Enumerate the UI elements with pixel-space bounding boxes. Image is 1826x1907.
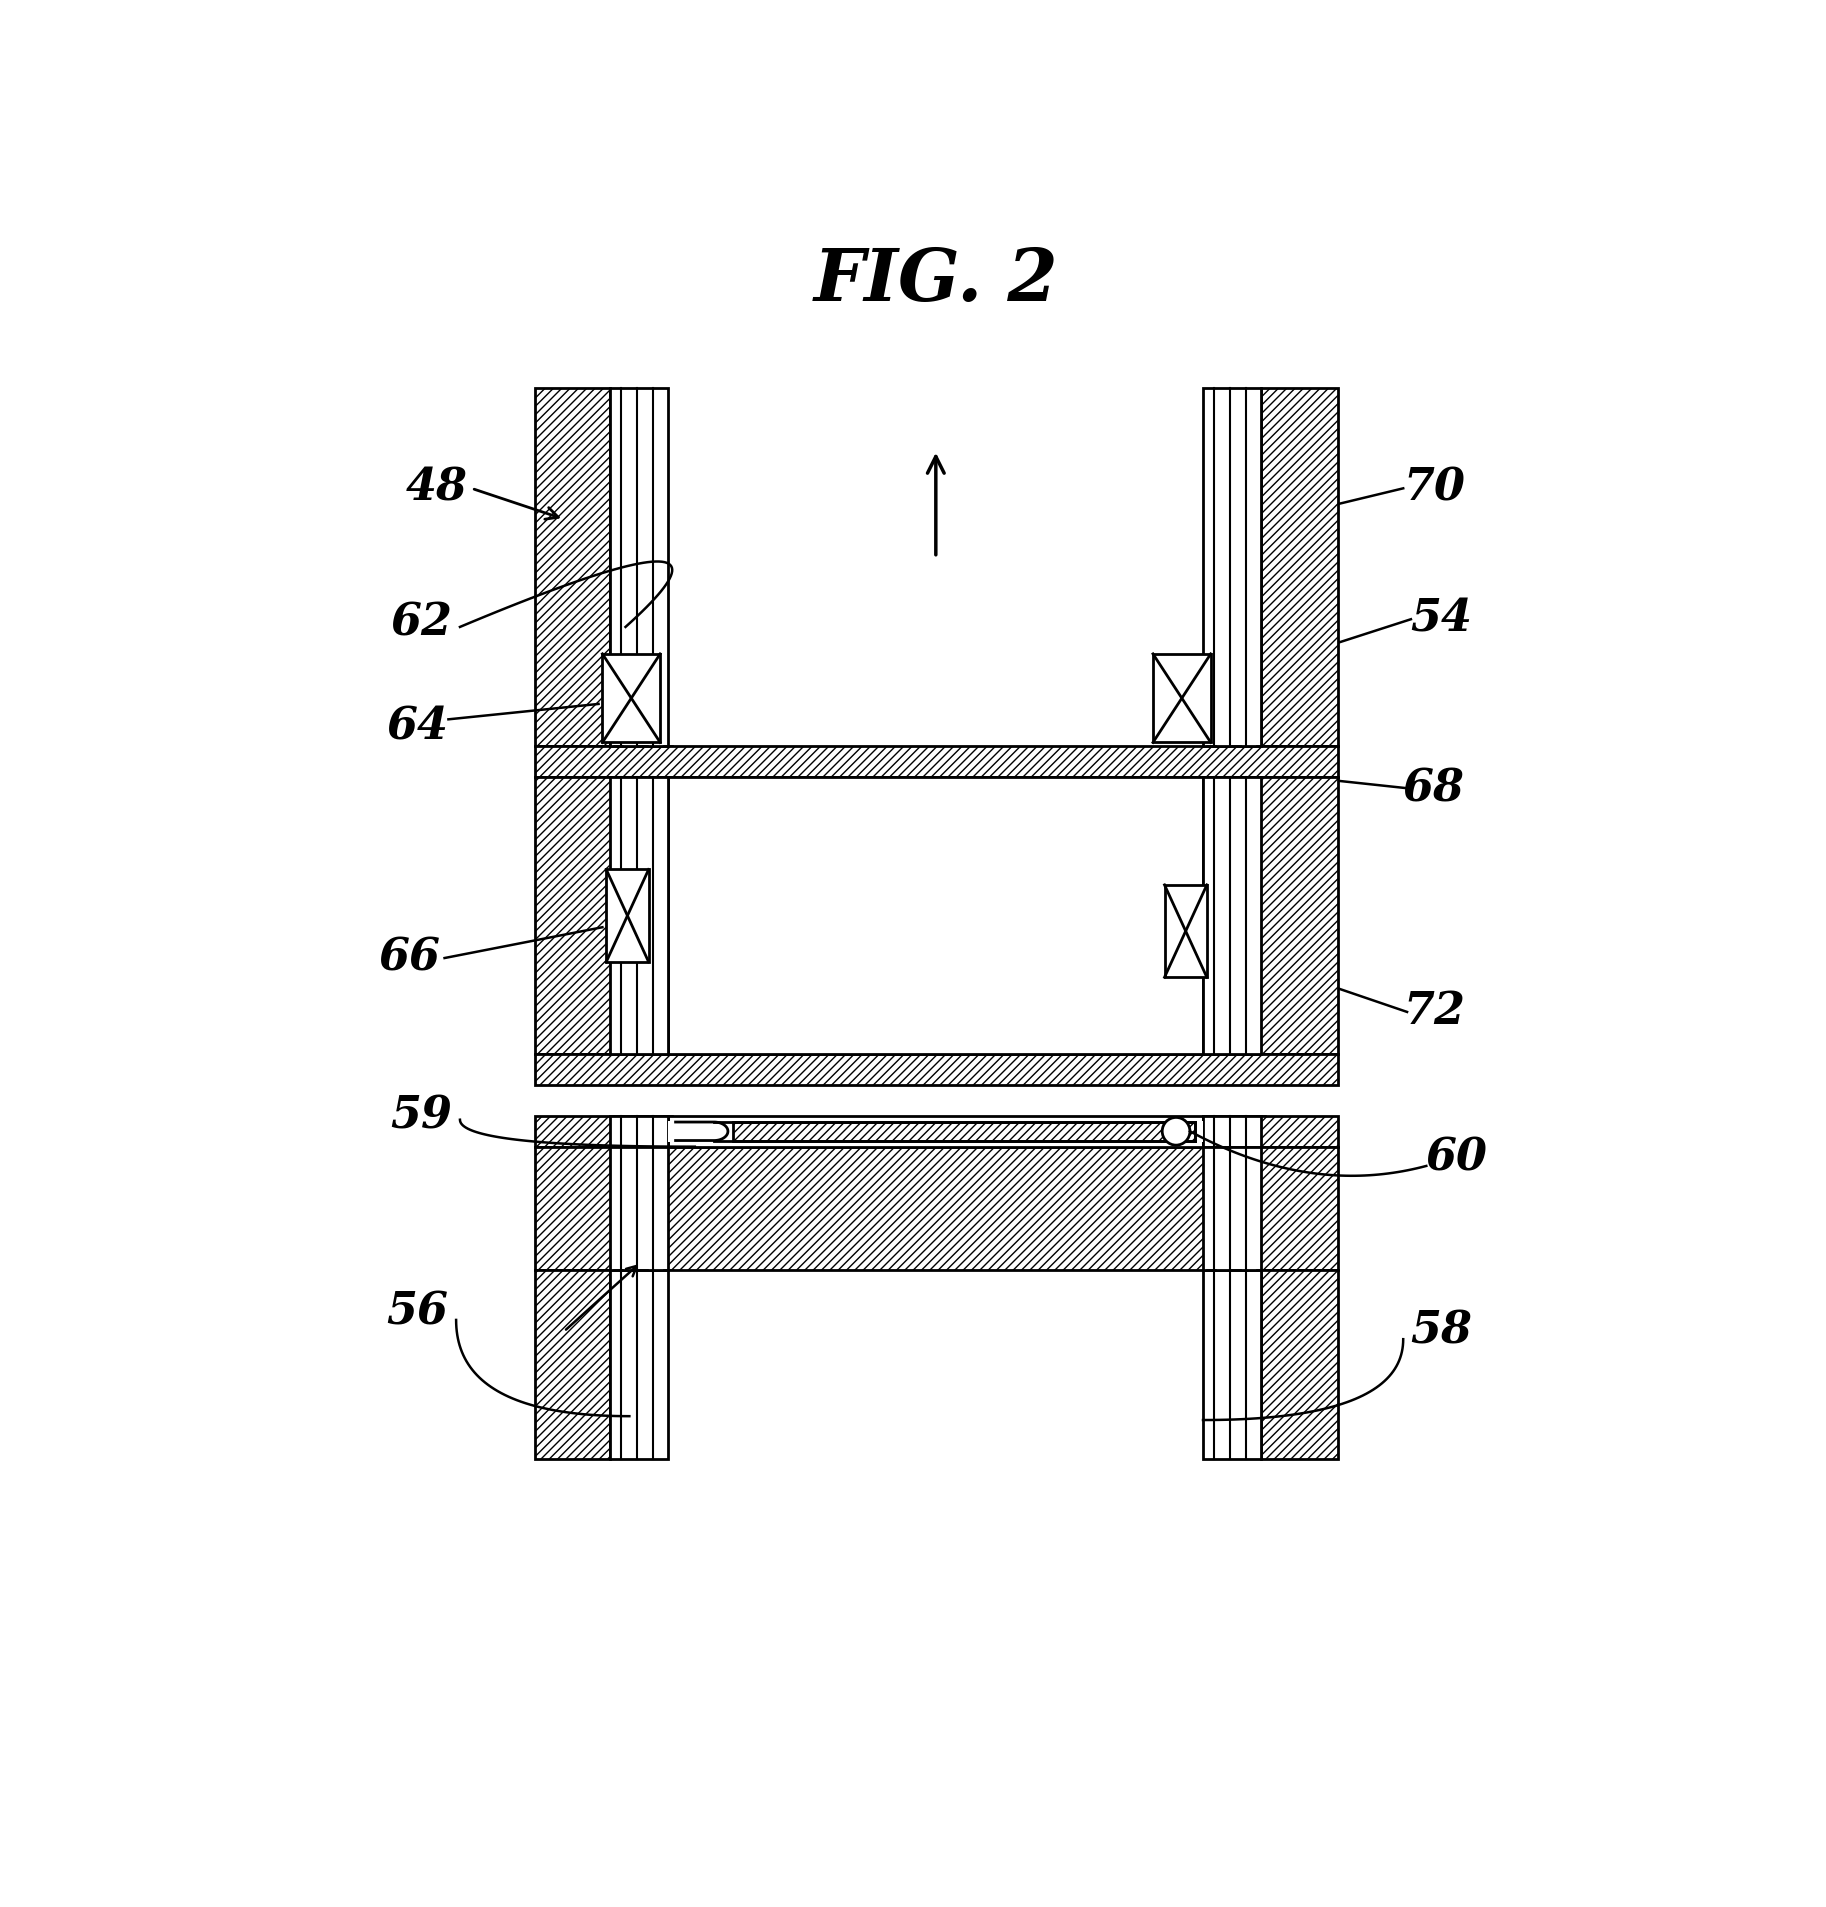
Bar — [1203, 1116, 1338, 1146]
Text: 72: 72 — [1402, 990, 1464, 1034]
Bar — [1203, 1270, 1260, 1459]
Bar — [1260, 1270, 1338, 1459]
Bar — [603, 654, 661, 742]
Text: 58: 58 — [1411, 1310, 1474, 1352]
Bar — [734, 1121, 1196, 1140]
Bar — [1152, 654, 1211, 742]
Text: 64: 64 — [387, 706, 449, 749]
Bar — [1203, 776, 1338, 1055]
Bar — [610, 1116, 668, 1146]
Text: 59: 59 — [391, 1095, 453, 1137]
Text: 66: 66 — [380, 936, 440, 980]
Bar — [535, 746, 1338, 776]
Text: FIG. 2: FIG. 2 — [814, 244, 1057, 317]
Bar — [668, 1121, 1203, 1142]
Bar — [668, 1116, 1203, 1146]
Bar — [535, 1116, 668, 1146]
Bar — [535, 389, 610, 746]
Bar — [606, 870, 648, 961]
Text: 70: 70 — [1402, 467, 1464, 509]
Text: 62: 62 — [391, 601, 453, 645]
Bar — [610, 776, 668, 1055]
Circle shape — [1161, 1118, 1191, 1144]
Bar — [535, 1055, 1338, 1085]
Bar — [535, 1270, 610, 1459]
Text: 68: 68 — [1402, 767, 1464, 810]
Bar — [610, 1146, 668, 1270]
Bar — [610, 389, 668, 746]
Text: 60: 60 — [1426, 1137, 1488, 1180]
Text: 48: 48 — [405, 467, 467, 509]
Bar — [1203, 776, 1260, 1055]
Bar — [1203, 1146, 1260, 1270]
Bar — [610, 1270, 668, 1459]
Bar — [1203, 389, 1260, 746]
Bar — [1203, 1116, 1260, 1146]
Text: 54: 54 — [1411, 597, 1474, 641]
Text: 56: 56 — [387, 1291, 449, 1333]
Bar — [1260, 389, 1338, 746]
Bar — [535, 776, 668, 1055]
Bar — [668, 776, 1203, 1055]
Polygon shape — [676, 1121, 729, 1140]
Bar — [1165, 885, 1207, 976]
Bar — [535, 1146, 1338, 1270]
